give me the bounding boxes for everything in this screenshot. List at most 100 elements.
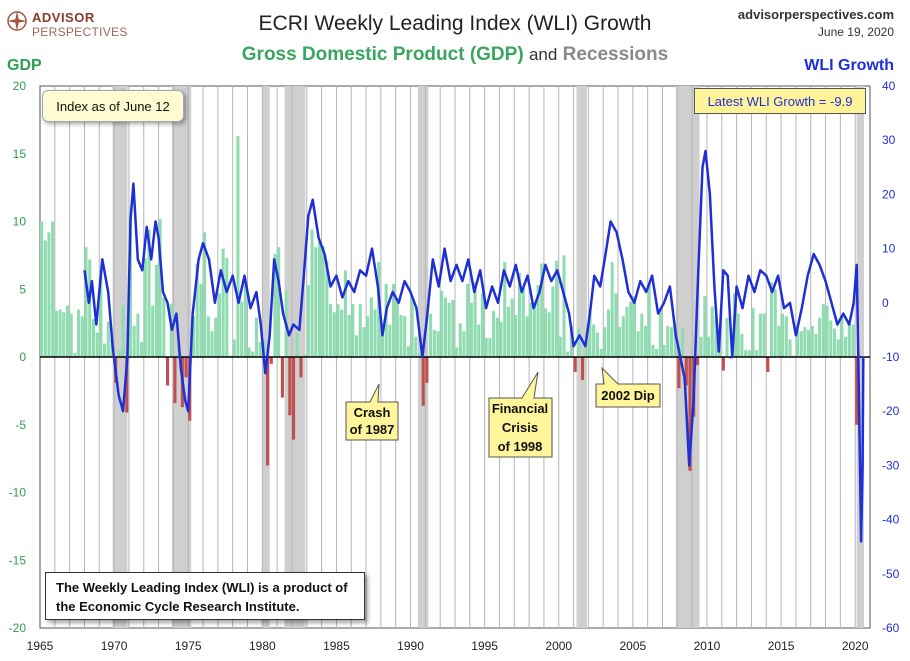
gdp-bar [99,270,103,357]
x-tick-label: 2005 [620,639,647,653]
gdp-bar [173,357,177,404]
callout-financial-crisis-bubble [488,371,553,458]
gdp-bar [547,312,551,357]
left-tick-label: -15 [9,553,27,567]
left-tick-label: -5 [15,418,26,432]
gdp-bar [788,339,792,357]
gdp-bar [395,301,399,357]
gdp-bar [206,316,210,357]
gdp-bar [632,296,636,357]
gdp-bar [184,357,188,378]
gdp-bar [373,309,377,357]
gdp-bar [610,262,614,357]
gdp-bar [280,357,284,398]
gdp-bar [529,302,533,357]
x-tick-label: 2000 [545,639,572,653]
gdp-bar [436,331,440,357]
gdp-bar [777,325,781,357]
gdp-bar [710,306,714,357]
right-tick-label: 10 [882,242,896,256]
chart-subtitle: Gross Domestic Product (GDP) and Recessi… [0,44,910,66]
gdp-bar [599,348,603,357]
gdp-bar [844,336,848,357]
gdp-bar [714,316,718,357]
gdp-bar [736,313,740,357]
gdp-bar [532,304,536,357]
gdp-bar [751,308,755,357]
callout-financial-crisis-line3: of 1998 [498,439,543,454]
left-axis-title: GDP [7,57,42,74]
left-tick-label: 5 [19,282,26,296]
gdp-bar [40,221,44,357]
gdp-bar [814,333,818,357]
gdp-bar [514,314,518,357]
gdp-bar [432,329,436,357]
gdp-bar [851,324,855,357]
gdp-bar [451,300,455,357]
gdp-bar [781,313,785,357]
gdp-bar [629,301,633,357]
right-tick-label: -30 [882,458,900,472]
gdp-bar [214,317,218,357]
gdp-bar [836,339,840,357]
right-axis-title: WLI Growth [804,57,894,74]
gdp-bar [755,350,759,357]
gdp-bar [314,247,318,357]
gdp-bar [317,241,322,357]
publish-date: June 19, 2020 [817,25,894,39]
gdp-bar [773,289,777,357]
latest-wli-box: Latest WLI Growth = -9.9 [694,88,866,114]
gdp-bar [810,325,814,357]
gdp-bar [217,293,221,357]
gdp-bar [106,321,110,357]
gdp-bar [517,272,522,357]
right-tick-label: 40 [882,79,896,93]
gdp-bar [62,312,66,357]
gdp-bar [343,270,347,357]
gdp-bars [40,136,859,471]
gdp-bar [366,316,370,357]
x-tick-label: 2020 [842,639,869,653]
callout-2002-dip-bubble [595,366,661,408]
left-tick-label: 10 [13,215,27,229]
gdp-bar [165,357,170,386]
gdp-bar [758,313,762,357]
gdp-bar [640,313,644,357]
right-tick-label: -50 [882,567,900,581]
x-tick-label: 1985 [323,639,350,653]
gdp-bar [495,317,499,357]
gdp-bar [595,332,599,357]
gdp-bar [369,297,373,357]
x-axis-ticks: 1965 1970 1975 1980 1985 1990 1995 2000 2005 2010… [27,639,869,653]
gdp-bar [558,336,562,357]
callout-2002-dip: 2002 Dip [595,366,661,408]
gdp-bar [618,327,622,357]
left-tick-label: 20 [13,79,27,93]
gdp-bar [807,329,811,357]
gdp-bar [762,313,766,357]
gdp-bar [440,290,444,357]
gdp-bar [818,317,822,357]
right-tick-label: -40 [882,513,900,527]
callout-2002-dip-label: 2002 Dip [601,388,655,403]
gdp-bar [721,357,725,371]
gdp-bar [551,286,555,357]
right-tick-label: 0 [882,296,889,310]
x-tick-label: 1970 [101,639,128,653]
gdp-bar [69,313,73,357]
right-tick-label: -20 [882,404,900,418]
gdp-bar [499,321,503,357]
gdp-bar [77,309,81,357]
gdp-bar [643,325,648,357]
x-tick-label: 1990 [397,639,424,653]
compass-rose-icon [7,11,27,31]
gdp-bar [455,347,459,357]
gdp-bar [358,304,362,357]
gdp-bar [210,331,214,357]
gdp-bar [747,350,751,357]
gdp-bar [388,324,392,357]
gdp-bar [636,331,640,357]
gdp-bar [484,338,488,357]
gdp-bar [673,323,677,357]
